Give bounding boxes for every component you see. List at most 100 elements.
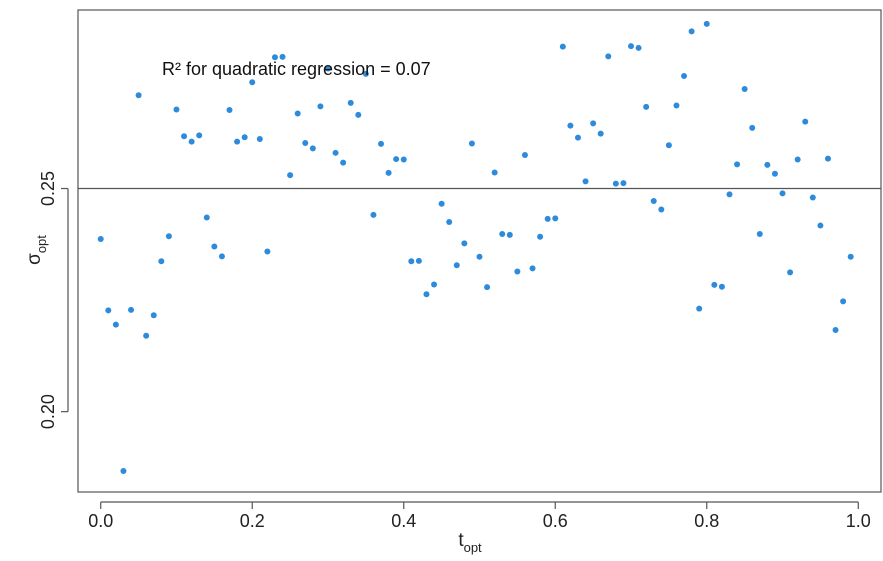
data-point <box>544 215 551 222</box>
data-point <box>597 130 604 137</box>
data-point <box>181 133 188 140</box>
data-point <box>423 291 430 298</box>
data-point <box>158 258 165 265</box>
data-point <box>378 140 385 147</box>
data-point <box>673 102 680 109</box>
data-point <box>294 110 301 117</box>
data-point <box>771 170 778 177</box>
data-point <box>764 161 771 168</box>
data-point <box>324 65 331 72</box>
data-point <box>559 43 566 50</box>
r-squared-annotation: R² for quadratic regression = 0.07 <box>162 59 431 79</box>
data-point <box>514 268 521 275</box>
data-point <box>650 198 657 205</box>
data-point <box>582 178 589 185</box>
data-point <box>332 149 339 156</box>
data-point <box>612 180 619 187</box>
data-point <box>173 106 180 113</box>
data-point <box>165 233 172 240</box>
x-tick-label: 0.4 <box>391 511 416 531</box>
data-point <box>302 139 309 146</box>
data-point <box>143 332 150 339</box>
data-point <box>665 142 672 149</box>
data-point <box>438 200 445 207</box>
data-point <box>340 159 347 166</box>
data-point <box>567 122 574 129</box>
data-point <box>817 222 824 229</box>
data-point <box>241 134 248 141</box>
data-point <box>468 140 475 147</box>
x-axis: 0.0 0.2 0.4 0.6 0.8 1.0 <box>88 501 871 531</box>
data-point <box>188 138 195 145</box>
data-point <box>347 99 354 106</box>
data-point <box>484 284 491 291</box>
x-tick-label: 1.0 <box>846 511 871 531</box>
data-point <box>135 92 142 99</box>
data-point <box>824 155 831 162</box>
data-point <box>279 53 286 60</box>
data-point <box>370 211 377 218</box>
data-point <box>809 194 816 201</box>
y-tick-label: 0.25 <box>38 171 58 206</box>
data-point <box>779 190 786 197</box>
data-point <box>499 231 506 238</box>
data-point <box>529 265 536 272</box>
plot-frame <box>77 9 882 493</box>
y-axis-title-main: σ <box>24 253 45 265</box>
data-point <box>431 281 438 288</box>
y-axis: 0.20 0.25 <box>38 171 69 429</box>
x-tick-label: 0.2 <box>240 511 265 531</box>
data-point <box>362 70 369 77</box>
data-point <box>476 253 483 260</box>
data-point <box>643 103 650 110</box>
data-point <box>120 468 127 475</box>
data-point <box>128 306 135 313</box>
x-tick-label: 0.6 <box>543 511 568 531</box>
data-point <box>696 305 703 312</box>
data-point <box>635 44 642 51</box>
data-point <box>628 43 635 50</box>
data-point <box>787 269 794 276</box>
data-point <box>97 235 104 242</box>
data-point <box>203 214 210 221</box>
data-point <box>415 257 422 264</box>
y-axis-title-sub: opt <box>34 235 49 253</box>
data-point <box>726 191 733 198</box>
x-tick-label: 0.8 <box>694 511 719 531</box>
data-points <box>97 20 854 475</box>
data-point <box>537 233 544 240</box>
data-point <box>574 134 581 141</box>
x-axis-title-sub: opt <box>464 540 482 555</box>
data-point <box>734 161 741 168</box>
data-point <box>226 106 233 113</box>
data-point <box>521 152 528 159</box>
data-point <box>105 307 112 314</box>
data-point <box>264 248 271 255</box>
data-point <box>249 79 256 86</box>
data-point <box>703 20 710 27</box>
data-point <box>840 298 847 305</box>
data-point <box>832 326 839 333</box>
data-point <box>271 54 278 61</box>
data-point <box>749 124 756 131</box>
data-point <box>794 156 801 163</box>
data-point <box>400 156 407 163</box>
data-point <box>287 172 294 179</box>
data-point <box>408 258 415 265</box>
data-point <box>385 169 392 176</box>
data-point <box>453 262 460 269</box>
data-point <box>718 283 725 290</box>
data-point <box>552 215 559 222</box>
data-point <box>393 156 400 163</box>
data-point <box>196 132 203 139</box>
data-point <box>590 120 597 127</box>
data-point <box>688 28 695 35</box>
data-point <box>605 53 612 60</box>
data-point <box>847 253 854 260</box>
data-point <box>756 231 763 238</box>
x-axis-title: topt <box>458 530 482 555</box>
y-axis-title: σopt <box>24 235 49 265</box>
data-point <box>711 281 718 288</box>
y-tick-label: 0.20 <box>38 394 58 429</box>
data-point <box>317 103 324 110</box>
